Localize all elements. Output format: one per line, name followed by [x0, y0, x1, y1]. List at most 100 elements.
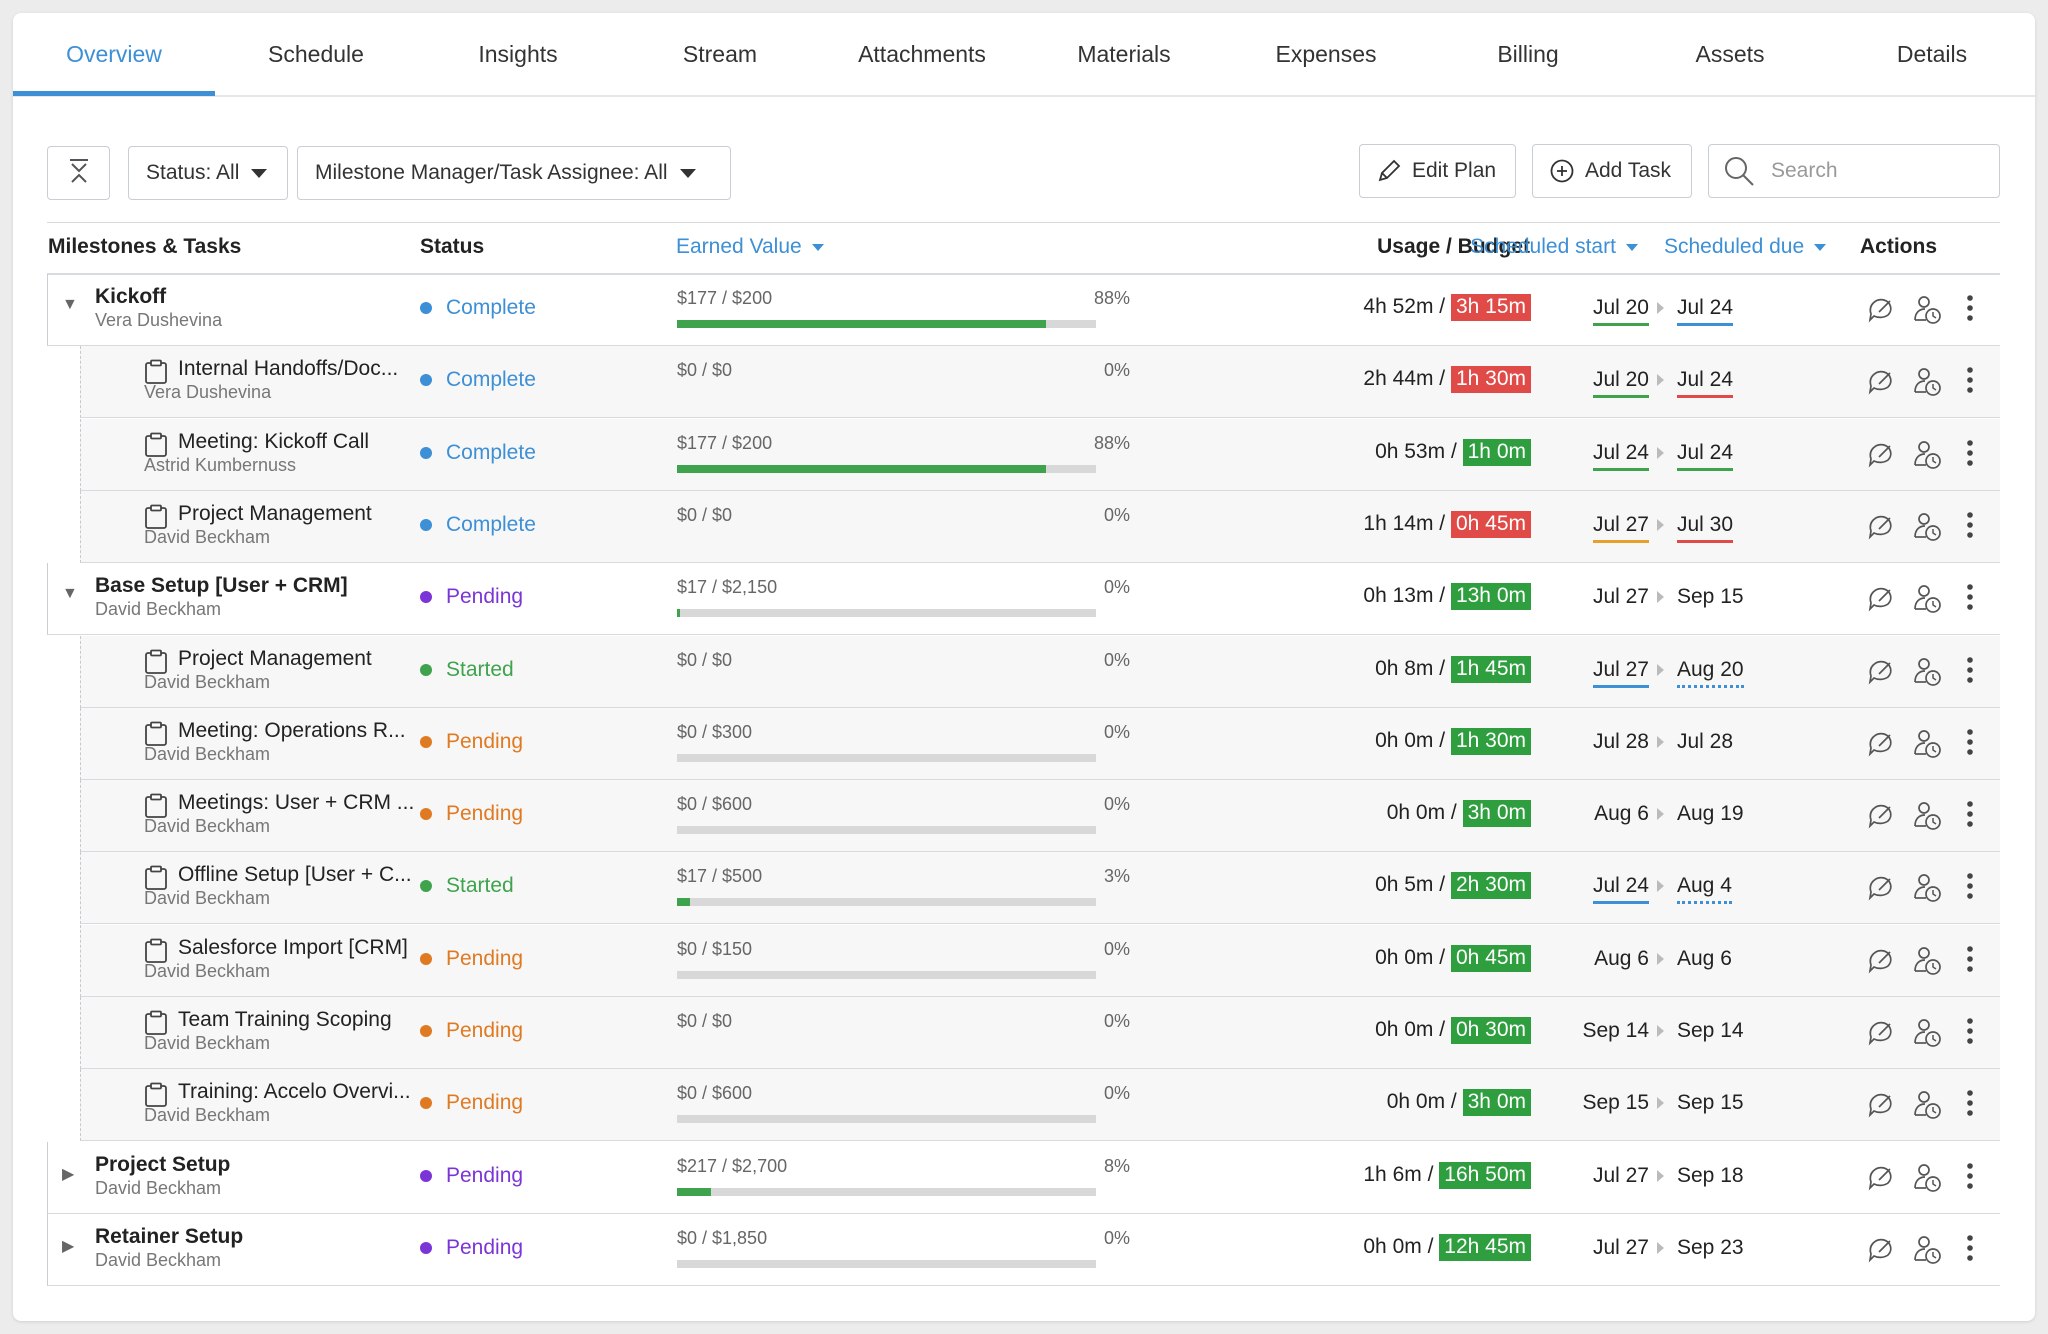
more-options-icon[interactable]: [1965, 656, 1975, 686]
log-activity-icon[interactable]: [1866, 439, 1898, 469]
assign-time-icon[interactable]: [1912, 294, 1944, 326]
tab-billing[interactable]: Billing: [1497, 41, 1559, 67]
task-name[interactable]: Project Management: [178, 646, 372, 670]
scheduled-due-date[interactable]: Aug 19: [1677, 802, 1744, 826]
milestone-name[interactable]: Base Setup [User + CRM]: [95, 574, 348, 598]
scheduled-start-date[interactable]: Jul 27: [1592, 1163, 1649, 1187]
tab-expenses[interactable]: Expenses: [1275, 41, 1377, 67]
task-row[interactable]: Project Management David Beckham Started $0…: [80, 635, 2000, 708]
scheduled-start-date[interactable]: Jul 28: [1592, 729, 1649, 753]
assign-time-icon[interactable]: [1912, 583, 1944, 615]
more-options-icon[interactable]: [1965, 1162, 1975, 1192]
task-name[interactable]: Team Training Scoping: [178, 1008, 392, 1031]
tab-details[interactable]: Details: [1896, 41, 1968, 67]
milestone-row[interactable]: ▶ Project Setup David Beckham Pending $217 /…: [47, 1141, 2000, 1214]
expand-toggle-icon[interactable]: ▶: [62, 1237, 75, 1255]
collapse-toggle-icon[interactable]: ▼: [62, 585, 78, 603]
scheduled-start-date[interactable]: Sep 14: [1582, 1019, 1649, 1042]
scheduled-start-date[interactable]: Jul 27: [1592, 513, 1649, 543]
task-name[interactable]: Internal Handoffs/Doc...: [178, 357, 399, 381]
task-row[interactable]: Meetings: User + CRM ... David Beckham Pen…: [80, 780, 2000, 853]
assign-time-icon[interactable]: [1912, 439, 1944, 471]
assign-time-icon[interactable]: [1912, 656, 1944, 688]
more-options-icon[interactable]: [1965, 728, 1975, 758]
log-activity-icon[interactable]: [1866, 800, 1898, 830]
log-activity-icon[interactable]: [1866, 872, 1898, 902]
scheduled-start-date[interactable]: Jul 24: [1592, 441, 1649, 471]
tab-stream[interactable]: Stream: [682, 41, 758, 67]
collapse-all-button[interactable]: [47, 146, 110, 200]
log-activity-icon[interactable]: [1866, 583, 1898, 613]
more-options-icon[interactable]: [1965, 583, 1975, 613]
assign-time-icon[interactable]: [1912, 1162, 1944, 1194]
task-row[interactable]: Salesforce Import [CRM] David Beckham Pend…: [80, 924, 2000, 997]
col-scheduled-due[interactable]: Scheduled due: [1664, 235, 1827, 259]
scheduled-due-date[interactable]: Jul 24: [1677, 368, 1734, 399]
more-options-icon[interactable]: [1965, 872, 1975, 902]
scheduled-due-date[interactable]: Sep 15: [1677, 585, 1744, 609]
more-options-icon[interactable]: [1965, 511, 1975, 541]
milestone-row[interactable]: ▶ Retainer Setup David Beckham Pending $0 / …: [47, 1213, 2000, 1286]
assign-time-icon[interactable]: [1912, 728, 1944, 760]
log-activity-icon[interactable]: [1866, 656, 1898, 686]
log-activity-icon[interactable]: [1866, 1162, 1898, 1192]
log-activity-icon[interactable]: [1866, 728, 1898, 758]
edit-plan-button[interactable]: Edit Plan: [1359, 144, 1516, 198]
more-options-icon[interactable]: [1965, 800, 1975, 830]
collapse-toggle-icon[interactable]: ▼: [62, 296, 78, 313]
assign-time-icon[interactable]: [1912, 872, 1944, 904]
scheduled-due-date[interactable]: Jul 24: [1677, 296, 1734, 326]
scheduled-due-date[interactable]: Sep 14: [1677, 1019, 1744, 1042]
more-options-icon[interactable]: [1965, 366, 1975, 396]
tab-attachments[interactable]: Attachments: [858, 41, 986, 67]
tab-insights[interactable]: Insights: [478, 41, 558, 67]
more-options-icon[interactable]: [1965, 945, 1975, 975]
scheduled-due-date[interactable]: Aug 4: [1677, 874, 1732, 905]
scheduled-start-date[interactable]: Jul 27: [1592, 585, 1649, 609]
task-name[interactable]: Salesforce Import [CRM]: [178, 935, 408, 959]
log-activity-icon[interactable]: [1866, 945, 1898, 975]
task-row[interactable]: Project Management David Beckham Complete $…: [80, 490, 2000, 563]
assign-time-icon[interactable]: [1912, 945, 1944, 977]
col-earned-value[interactable]: Earned Value: [676, 235, 824, 259]
scheduled-start-date[interactable]: Jul 27: [1592, 1235, 1649, 1259]
scheduled-start-date[interactable]: Aug 6: [1594, 946, 1649, 970]
task-row[interactable]: Offline Setup [User + C... David Beckham S…: [80, 852, 2000, 925]
task-name[interactable]: Offline Setup [User + C...: [178, 863, 412, 887]
manager-filter-dropdown[interactable]: Milestone Manager/Task Assignee: All: [297, 146, 731, 200]
log-activity-icon[interactable]: [1866, 1234, 1898, 1264]
task-row[interactable]: Team Training Scoping David Beckham Pendin…: [80, 997, 2000, 1069]
milestone-name[interactable]: Kickoff: [95, 285, 167, 308]
assign-time-icon[interactable]: [1912, 1234, 1944, 1266]
tab-materials[interactable]: Materials: [1077, 41, 1171, 67]
scheduled-start-date[interactable]: Jul 20: [1592, 368, 1649, 399]
milestone-row[interactable]: ▼ Kickoff Vera Dushevina Complete $177 / $20…: [47, 274, 2000, 346]
log-activity-icon[interactable]: [1866, 294, 1898, 324]
scheduled-due-date[interactable]: Sep 15: [1677, 1091, 1744, 1115]
scheduled-start-date[interactable]: Sep 15: [1582, 1091, 1649, 1115]
milestone-name[interactable]: Retainer Setup: [95, 1224, 244, 1248]
task-row[interactable]: Meeting: Kickoff Call Astrid Kumbernuss Co…: [80, 418, 2000, 491]
log-activity-icon[interactable]: [1866, 1089, 1898, 1119]
tab-schedule[interactable]: Schedule: [268, 41, 364, 67]
more-options-icon[interactable]: [1965, 1017, 1975, 1047]
task-row[interactable]: Training: Accelo Overvi... David Beckham P…: [80, 1069, 2000, 1142]
milestone-name[interactable]: Project Setup: [95, 1152, 231, 1176]
task-row[interactable]: Meeting: Operations R... David Beckham Pen…: [80, 707, 2000, 780]
scheduled-start-date[interactable]: Jul 20: [1592, 296, 1649, 326]
scheduled-due-date[interactable]: Aug 6: [1677, 946, 1732, 970]
add-task-button[interactable]: Add Task: [1532, 144, 1692, 198]
task-name[interactable]: Training: Accelo Overvi...: [178, 1080, 411, 1104]
task-name[interactable]: Meeting: Operations R...: [178, 718, 406, 742]
assign-time-icon[interactable]: [1912, 1017, 1944, 1049]
tab-assets[interactable]: Assets: [1695, 41, 1765, 67]
task-name[interactable]: Meeting: Kickoff Call: [178, 429, 370, 453]
log-activity-icon[interactable]: [1866, 1017, 1898, 1047]
col-scheduled-start[interactable]: Scheduled start: [1470, 235, 1638, 259]
assign-time-icon[interactable]: [1912, 366, 1944, 398]
assign-time-icon[interactable]: [1912, 800, 1944, 832]
milestone-row[interactable]: ▼ Base Setup [User + CRM] David Beckham Pen…: [47, 563, 2000, 636]
log-activity-icon[interactable]: [1866, 511, 1898, 541]
status-filter-dropdown[interactable]: Status: All: [128, 146, 288, 200]
search-input[interactable]: [1769, 158, 1983, 184]
